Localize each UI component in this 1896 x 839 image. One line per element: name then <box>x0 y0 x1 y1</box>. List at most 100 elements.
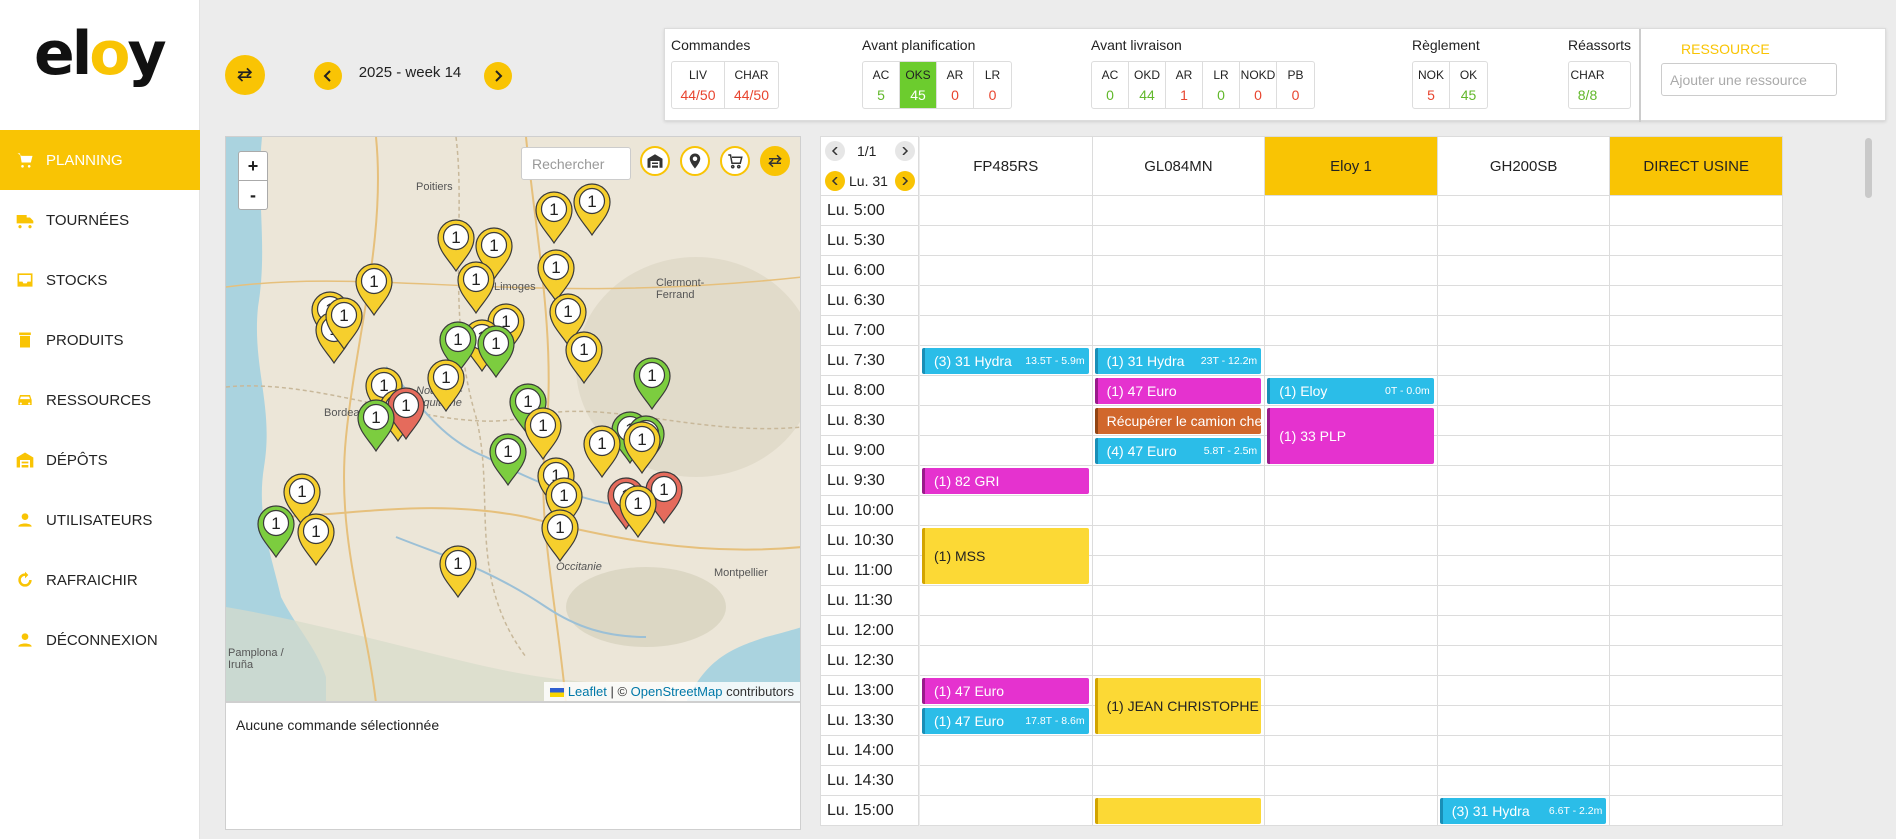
time-slot-cell[interactable] <box>1437 736 1611 766</box>
stat-avant_planif-ar[interactable]: AR 0 <box>937 62 974 108</box>
map-marker[interactable]: 1 <box>572 181 612 237</box>
time-slot-cell[interactable] <box>1610 646 1783 676</box>
planning-event[interactable]: (1) Eloy 0T - 0.0m <box>1267 378 1434 404</box>
planning-event[interactable]: (1) 47 Euro <box>922 678 1089 704</box>
time-slot-cell[interactable] <box>920 226 1093 256</box>
sidebar-item-rafraichir[interactable]: RAFRAICHIR <box>0 550 200 610</box>
time-slot-cell[interactable] <box>1610 256 1783 286</box>
time-slot-cell[interactable] <box>1610 346 1783 376</box>
planning-event[interactable]: (1) MSS <box>922 528 1089 584</box>
sidebar-item-deconnexion[interactable]: DÉCONNEXION <box>0 610 200 670</box>
time-slot-cell[interactable] <box>1610 736 1783 766</box>
stat-avant_planif-oks[interactable]: OKS 45 <box>900 62 937 108</box>
time-slot-cell[interactable] <box>1437 406 1611 436</box>
time-slot-cell[interactable] <box>1265 526 1438 556</box>
zoom-in-button[interactable]: + <box>238 151 268 181</box>
add-ressource-input[interactable] <box>1661 63 1837 96</box>
time-slot-cell[interactable] <box>1092 286 1266 316</box>
map-marker[interactable]: 1 <box>256 503 296 559</box>
planning-event[interactable]: (1) 47 Euro 17.8T - 8.6m <box>922 708 1089 734</box>
time-slot-cell[interactable] <box>1610 766 1783 796</box>
time-slot-cell[interactable] <box>1610 706 1783 736</box>
stat-avant_livraison-nokd[interactable]: NOKD 0 <box>1240 62 1277 108</box>
stat-commandes-char[interactable]: CHAR 44/50 <box>725 62 778 108</box>
prev-week-button[interactable] <box>314 62 342 90</box>
time-slot-cell[interactable] <box>1092 736 1266 766</box>
time-slot-cell[interactable] <box>920 286 1093 316</box>
map-marker[interactable]: 1 <box>438 319 478 375</box>
time-slot-cell[interactable] <box>1610 406 1783 436</box>
time-slot-cell[interactable] <box>920 796 1093 826</box>
time-slot-cell[interactable] <box>1265 196 1438 226</box>
time-slot-cell[interactable] <box>1092 256 1266 286</box>
map-marker[interactable]: 1 <box>476 323 516 379</box>
map-swap-button[interactable] <box>760 146 790 176</box>
time-slot-cell[interactable] <box>1437 676 1611 706</box>
planning-scrollbar[interactable] <box>1862 137 1874 837</box>
time-slot-cell[interactable] <box>1610 466 1783 496</box>
time-slot-cell[interactable] <box>1437 766 1611 796</box>
map-marker[interactable]: 1 <box>632 355 672 411</box>
map-marker[interactable]: 1 <box>644 469 684 525</box>
resource-column-header[interactable]: GH200SB <box>1437 136 1611 196</box>
map-marker[interactable]: 1 <box>354 261 394 317</box>
time-slot-cell[interactable] <box>1437 646 1611 676</box>
time-slot-cell[interactable] <box>1437 586 1611 616</box>
time-slot-cell[interactable] <box>1092 466 1266 496</box>
time-slot-cell[interactable] <box>920 616 1093 646</box>
time-slot-cell[interactable] <box>1437 706 1611 736</box>
time-slot-cell[interactable] <box>1265 466 1438 496</box>
page-next-button[interactable] <box>895 141 915 161</box>
planning-event[interactable]: Récupérer le camion chez <box>1094 408 1262 434</box>
map-marker[interactable]: 1 <box>540 507 580 563</box>
resource-column-header[interactable]: Eloy 1 <box>1265 136 1438 196</box>
map-marker[interactable]: 1 <box>618 483 658 539</box>
stat-reglement-ok[interactable]: OK 45 <box>1450 62 1487 108</box>
time-slot-cell[interactable] <box>920 736 1093 766</box>
planning-event[interactable]: (1) 47 Euro <box>1094 378 1262 404</box>
osm-link[interactable]: OpenStreetMap <box>630 684 723 699</box>
time-slot-cell[interactable] <box>1092 646 1266 676</box>
time-slot-cell[interactable] <box>1437 616 1611 646</box>
time-slot-cell[interactable] <box>1092 616 1266 646</box>
next-week-button[interactable] <box>484 62 512 90</box>
leaflet-link[interactable]: Leaflet <box>567 684 607 699</box>
planning-event[interactable]: (1) 31 Hydra 23T - 12.2m <box>1094 348 1262 374</box>
zoom-out-button[interactable]: - <box>238 180 268 210</box>
time-slot-cell[interactable] <box>1265 556 1438 586</box>
planning-event[interactable]: (4) 47 Euro 5.8T - 2.5m <box>1094 438 1262 464</box>
sidebar-item-stocks[interactable]: STOCKS <box>0 250 200 310</box>
map-marker[interactable]: 1 <box>426 357 466 413</box>
sidebar-item-utilisateurs[interactable]: UTILISATEURS <box>0 490 200 550</box>
stat-avant_livraison-pb[interactable]: PB 0 <box>1277 62 1314 108</box>
map-marker[interactable]: 1 <box>488 431 528 487</box>
time-slot-cell[interactable] <box>1092 226 1266 256</box>
time-slot-cell[interactable] <box>1437 376 1611 406</box>
time-slot-cell[interactable] <box>1437 436 1611 466</box>
stat-avant_livraison-ar[interactable]: AR 1 <box>1166 62 1203 108</box>
time-slot-cell[interactable] <box>1092 586 1266 616</box>
time-slot-cell[interactable] <box>1610 616 1783 646</box>
time-slot-cell[interactable] <box>920 766 1093 796</box>
time-slot-cell[interactable] <box>920 586 1093 616</box>
map-marker[interactable]: 1 <box>356 397 396 453</box>
time-slot-cell[interactable] <box>1265 766 1438 796</box>
time-slot-cell[interactable] <box>1265 346 1438 376</box>
time-slot-cell[interactable] <box>1610 586 1783 616</box>
time-slot-cell[interactable] <box>1265 256 1438 286</box>
time-slot-cell[interactable] <box>1092 766 1266 796</box>
map-marker[interactable]: 1 <box>536 247 576 303</box>
time-slot-cell[interactable] <box>1265 586 1438 616</box>
time-slot-cell[interactable] <box>1092 496 1266 526</box>
time-slot-cell[interactable] <box>1610 796 1783 826</box>
time-slot-cell[interactable] <box>1610 436 1783 466</box>
planning-event[interactable]: (1) 33 PLP <box>1267 408 1434 464</box>
planning-scrollbar-thumb[interactable] <box>1865 138 1872 198</box>
swap-view-button[interactable] <box>225 55 265 95</box>
time-slot-cell[interactable] <box>920 646 1093 676</box>
time-slot-cell[interactable] <box>1265 286 1438 316</box>
time-slot-cell[interactable] <box>1265 226 1438 256</box>
stat-avant_livraison-okd[interactable]: OKD 44 <box>1129 62 1166 108</box>
time-slot-cell[interactable] <box>1610 286 1783 316</box>
time-slot-cell[interactable] <box>920 256 1093 286</box>
